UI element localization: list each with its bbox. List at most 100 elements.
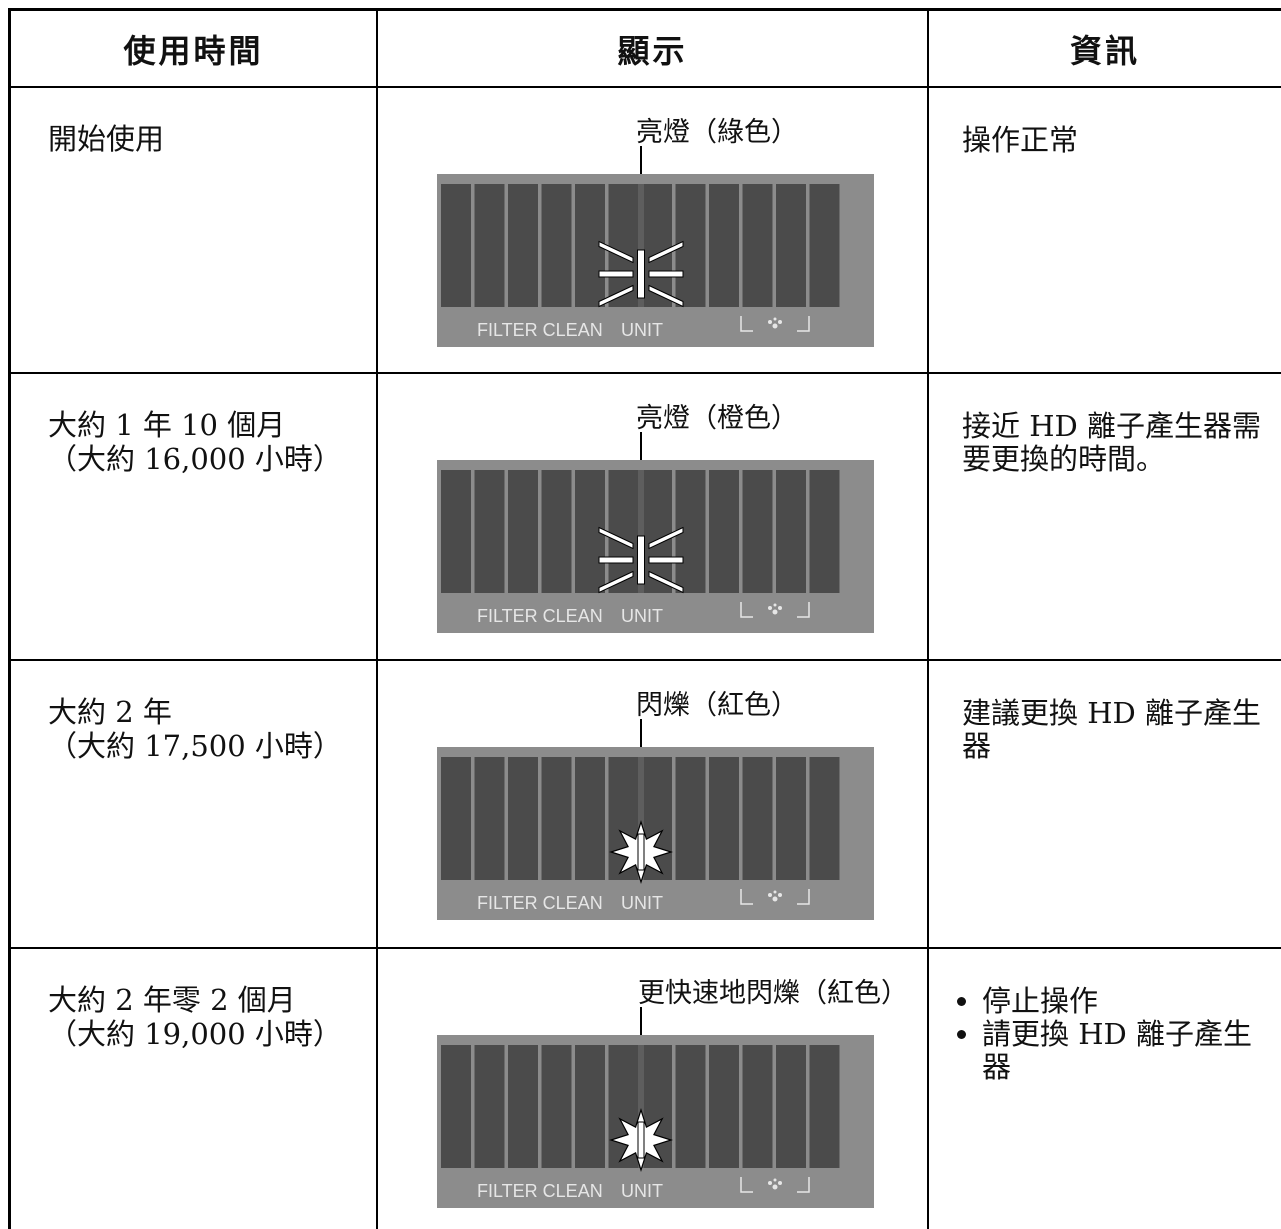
- icon-dot: [768, 893, 772, 897]
- panel-slot: [441, 1045, 471, 1168]
- panel-slot: [809, 470, 840, 593]
- time-line: 開始使用: [48, 122, 165, 156]
- time-line: 大約 2 年: [48, 695, 172, 729]
- usage-time: 開始使用: [48, 122, 164, 156]
- display-label: 閃爍（紅色）: [636, 690, 798, 721]
- panel-slot: [474, 184, 505, 307]
- light-ray: [648, 556, 684, 564]
- panel-slot: [541, 1045, 572, 1168]
- panel-slot: [608, 184, 639, 307]
- panel-slot: [575, 1045, 605, 1168]
- panel-slot: [508, 757, 538, 880]
- panel-slot: [541, 470, 572, 593]
- light-ray: [648, 570, 684, 594]
- info-text: 停止操作請更換 HD 離子產生器: [962, 985, 1278, 1084]
- light-ray: [598, 570, 634, 594]
- panel-slot: [642, 184, 672, 307]
- panel-slot: [474, 1045, 505, 1168]
- icon-dot: [773, 317, 777, 321]
- panel-label: FILTER CLEAN: [477, 1181, 603, 1201]
- column-rule: [376, 8, 378, 1229]
- icon-bracket: [740, 1177, 810, 1193]
- icon-bracket: [740, 602, 810, 618]
- panel-label: UNIT: [621, 320, 663, 340]
- row-rule: [8, 659, 1281, 661]
- info-text: 操作正常: [962, 124, 1278, 157]
- panel-slot: [709, 757, 739, 880]
- panel-slot: [508, 1045, 538, 1168]
- panel-slot: [709, 1045, 739, 1168]
- light-ray: [598, 526, 634, 550]
- icon-bracket: [740, 316, 810, 332]
- panel-slot: [742, 184, 773, 307]
- light-ray: [598, 556, 634, 564]
- header-rule: [8, 86, 1281, 88]
- icon-dot: [778, 893, 782, 897]
- indicator: [637, 833, 645, 871]
- usage-time: 大約 2 年零 2 個月 （大約 19,000 小時）: [48, 983, 342, 1051]
- slot-divider: [638, 184, 644, 307]
- row-rule: [8, 372, 1281, 374]
- panel-slot: [508, 470, 538, 593]
- panel-slot: [441, 184, 471, 307]
- panel-slot: [709, 470, 739, 593]
- display-panel: FILTER CLEAN UNIT: [437, 174, 874, 347]
- icon-dot: [768, 606, 772, 610]
- indicator: [637, 535, 645, 585]
- info-line: 操作正常: [962, 123, 1079, 157]
- panel-slot: [675, 1045, 706, 1168]
- icon-dot: [772, 896, 778, 902]
- slot-divider: [638, 470, 644, 593]
- info-item: 請更換 HD 離子產生器: [982, 1018, 1278, 1084]
- panel-label: FILTER CLEAN: [477, 893, 603, 913]
- panel-slot: [474, 757, 505, 880]
- light-ray: [648, 526, 684, 550]
- panel-slot: [675, 757, 706, 880]
- panel-label: UNIT: [621, 893, 663, 913]
- display-panel: FILTER CLEAN UNIT: [437, 1035, 874, 1208]
- column-header: 使用時間: [123, 31, 264, 70]
- icon-dot: [778, 320, 782, 324]
- slot-divider: [638, 1045, 644, 1168]
- icon-dot: [772, 609, 778, 615]
- panel-slot: [809, 1045, 840, 1168]
- panel-slot: [809, 757, 840, 880]
- panel-slot: [742, 757, 773, 880]
- table-top-border: [8, 8, 1281, 11]
- light-ray: [648, 284, 684, 308]
- info-line: 建議更換 HD 離子產生器: [962, 696, 1261, 763]
- row-rule: [8, 947, 1281, 949]
- info-line: 接近 HD 離子產生器需要更換的時間。: [962, 409, 1261, 476]
- icon-dot: [772, 323, 778, 329]
- icon-dot: [768, 320, 772, 324]
- panel-slot: [441, 757, 471, 880]
- icon-bracket: [740, 889, 810, 905]
- icon-dot: [772, 1184, 778, 1190]
- time-line: 大約 1 年 10 個月: [48, 408, 286, 442]
- icon-dot: [773, 890, 777, 894]
- panel-label: FILTER CLEAN: [477, 606, 603, 626]
- slot-divider: [638, 757, 644, 880]
- light-ray: [648, 270, 684, 278]
- light-ray: [648, 240, 684, 264]
- icon-dot: [778, 1181, 782, 1185]
- icon-dot: [773, 603, 777, 607]
- panel-slot: [541, 757, 572, 880]
- display-label: 更快速地閃爍（紅色）: [638, 978, 908, 1009]
- panel-slot: [742, 470, 773, 593]
- time-line: （大約 16,000 小時）: [48, 442, 342, 476]
- panel-slot: [441, 470, 471, 593]
- panel-slot: [776, 757, 806, 880]
- panel-slot: [474, 470, 505, 593]
- panel-label: FILTER CLEAN: [477, 320, 603, 340]
- info-list: 停止操作請更換 HD 離子產生器: [962, 985, 1278, 1084]
- panel-slot: [776, 470, 806, 593]
- column-header: 資訊: [1069, 31, 1140, 70]
- info-text: 建議更換 HD 離子產生器: [962, 697, 1278, 763]
- panel-slot: [608, 470, 639, 593]
- light-ray: [598, 240, 634, 264]
- display-label: 亮燈（橙色）: [636, 403, 798, 434]
- panel-slot: [742, 1045, 773, 1168]
- table-left-border: [8, 8, 11, 1229]
